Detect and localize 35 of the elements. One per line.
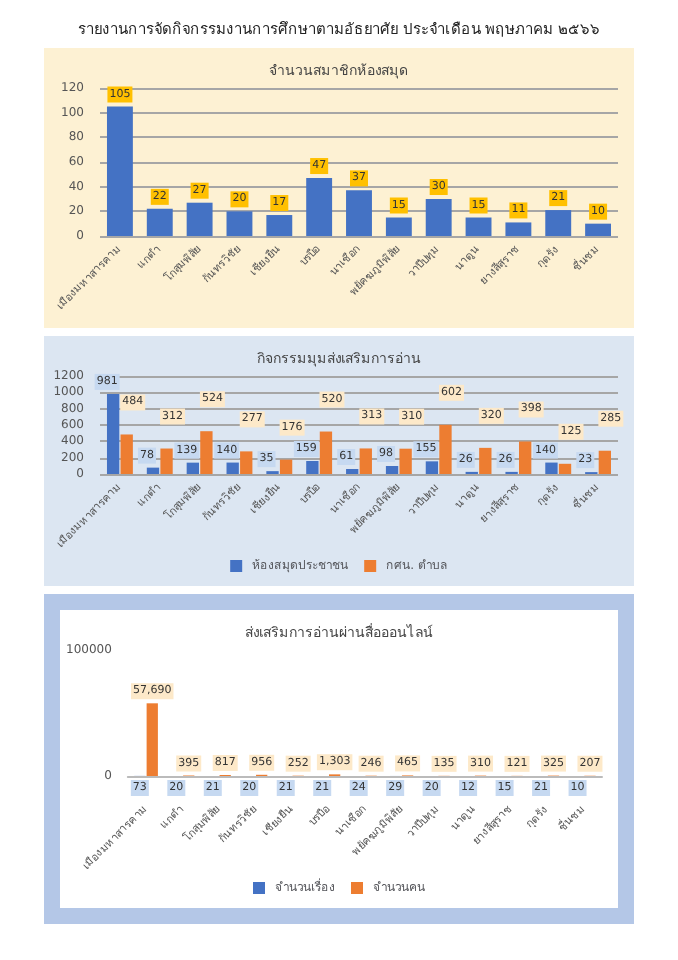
bar	[120, 434, 133, 474]
bar	[146, 208, 173, 236]
bar	[146, 467, 160, 474]
bar	[519, 441, 532, 474]
bar	[266, 215, 293, 236]
bar	[399, 448, 412, 474]
bar	[186, 462, 199, 474]
bar	[558, 463, 572, 474]
bar	[279, 459, 293, 474]
bar	[160, 448, 173, 474]
bar	[240, 451, 253, 474]
bar	[385, 466, 399, 474]
bar	[385, 217, 412, 236]
bar	[226, 462, 239, 474]
bar	[439, 424, 452, 474]
bar	[545, 462, 558, 474]
bar	[465, 217, 492, 236]
bar	[106, 393, 120, 474]
bar	[106, 106, 133, 236]
bar	[598, 450, 612, 474]
bar	[319, 431, 333, 474]
bar	[425, 199, 452, 236]
bar	[545, 210, 572, 236]
bar	[479, 447, 492, 474]
bar	[505, 222, 532, 236]
bar	[346, 190, 372, 236]
bar	[359, 448, 372, 474]
bar	[186, 202, 213, 236]
bar	[200, 431, 213, 474]
bar	[585, 223, 612, 236]
bar	[425, 461, 439, 474]
bar	[306, 178, 333, 236]
bar	[226, 211, 253, 236]
bar	[306, 461, 319, 474]
bar	[146, 703, 158, 776]
